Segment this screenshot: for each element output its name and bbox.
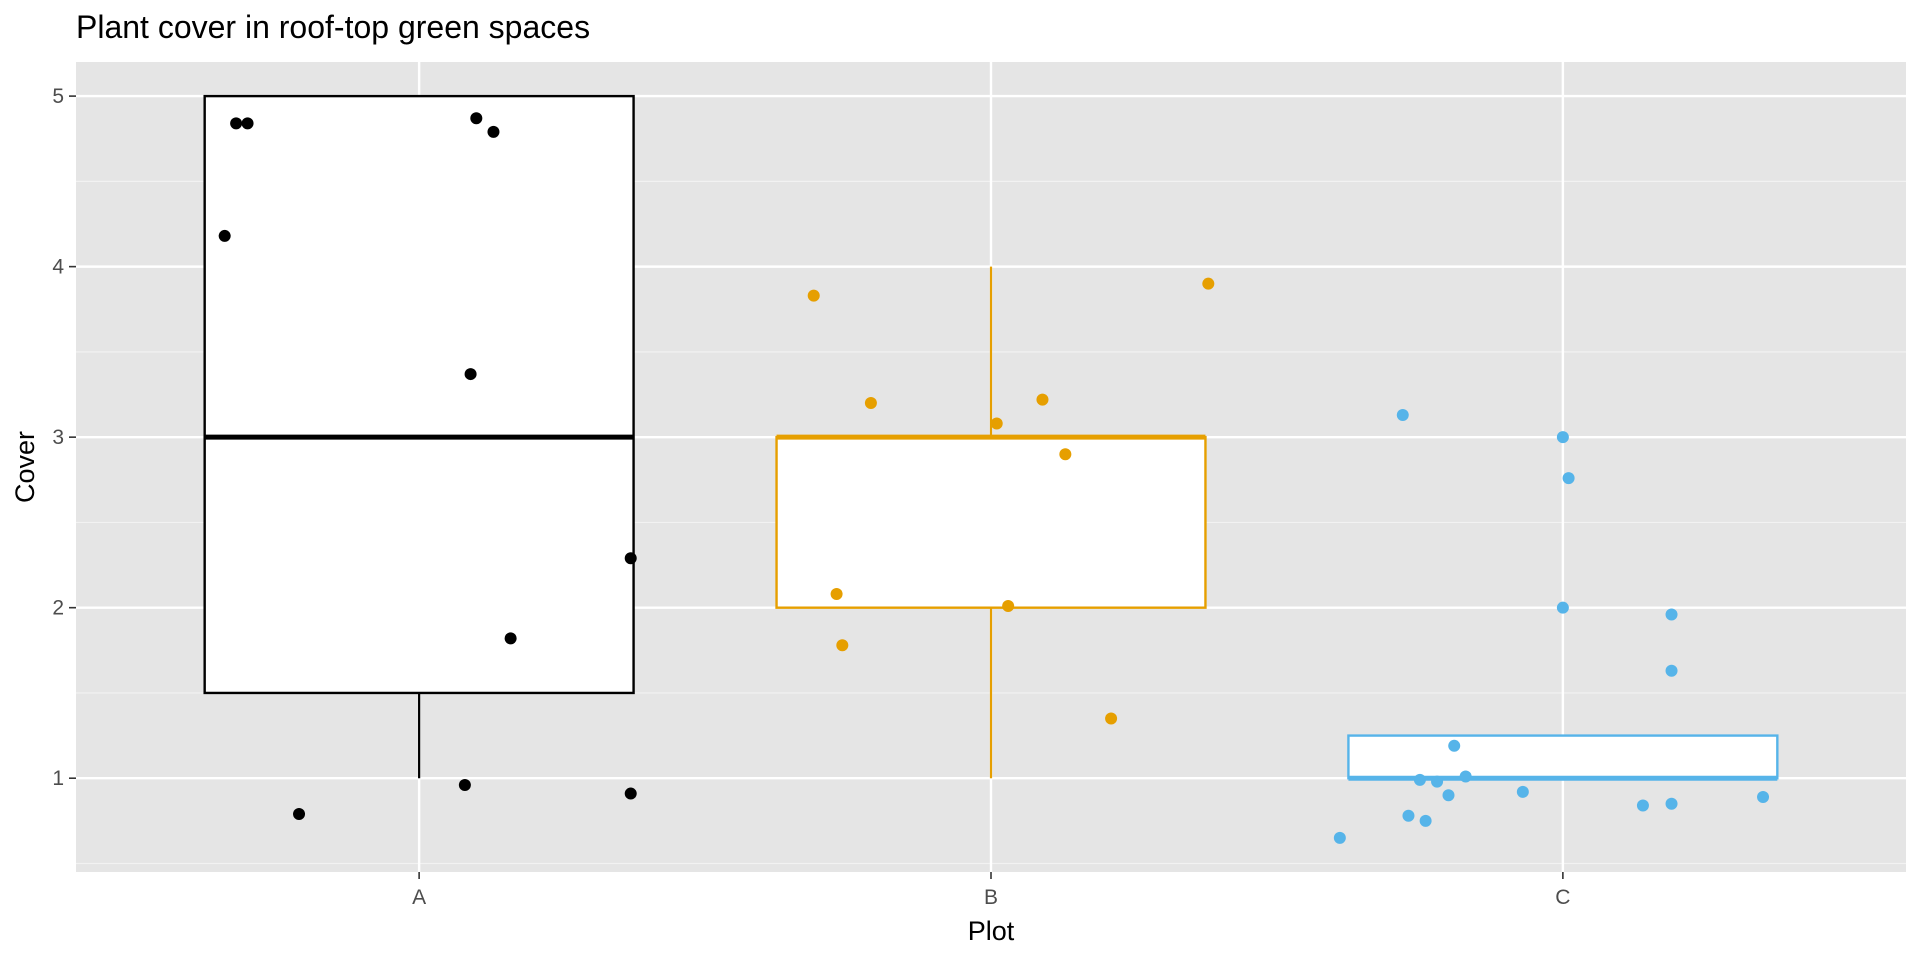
data-point (836, 639, 849, 652)
y-tick-label: 1 (52, 767, 64, 790)
data-point (1105, 712, 1118, 725)
points-a (218, 112, 637, 821)
x-tick-label: C (1555, 886, 1570, 909)
data-point (624, 787, 637, 800)
points-c (1333, 408, 1770, 844)
box (1347, 734, 1779, 780)
chart-title: Plant cover in roof-top green spaces (76, 9, 590, 45)
data-point (1556, 431, 1569, 444)
data-point (487, 125, 500, 138)
data-point (1665, 797, 1678, 810)
jitter-points (218, 112, 1770, 844)
data-point (1556, 601, 1569, 614)
points-b (807, 277, 1215, 725)
data-point (293, 808, 306, 821)
data-point (1442, 789, 1455, 802)
data-point (1002, 599, 1015, 612)
x-tick-label: A (412, 886, 426, 909)
data-point (458, 779, 471, 792)
data-point (864, 397, 877, 410)
data-point (807, 289, 820, 302)
data-point (1448, 739, 1461, 752)
data-point (1413, 773, 1426, 786)
x-tick-label: B (984, 886, 998, 909)
data-point (1665, 664, 1678, 677)
data-point (1396, 408, 1409, 421)
box (775, 435, 1207, 609)
x-axis-title: Plot (968, 916, 1015, 946)
data-point (1036, 393, 1049, 406)
data-point (1202, 277, 1215, 290)
data-point (1059, 448, 1072, 461)
data-point (830, 588, 843, 601)
boxplots (203, 94, 1779, 781)
data-point (1757, 790, 1770, 803)
data-point (1431, 775, 1444, 788)
data-point (1562, 472, 1575, 485)
axes: 1 2 3 4 5 A B C (52, 85, 1570, 909)
data-point (241, 117, 254, 130)
data-point (504, 632, 517, 645)
data-point (1636, 799, 1649, 812)
data-point (1459, 770, 1472, 783)
data-point (230, 117, 243, 130)
data-point (470, 112, 483, 125)
data-point (464, 368, 477, 381)
data-point (990, 417, 1003, 430)
data-point (624, 552, 637, 565)
boxplot-c (1347, 734, 1779, 781)
data-point (218, 229, 231, 242)
box (203, 94, 635, 695)
data-point (1402, 809, 1415, 822)
boxplot-b (775, 266, 1207, 779)
data-point (1419, 814, 1432, 827)
data-point (1333, 831, 1346, 844)
y-tick-label: 3 (52, 426, 64, 449)
y-tick-label: 2 (52, 597, 64, 620)
y-axis-title: Cover (10, 431, 40, 503)
data-point (1665, 608, 1678, 621)
y-tick-label: 4 (52, 256, 64, 279)
y-tick-label: 5 (52, 85, 64, 108)
data-point (1516, 785, 1529, 798)
boxplot-a (203, 94, 635, 779)
